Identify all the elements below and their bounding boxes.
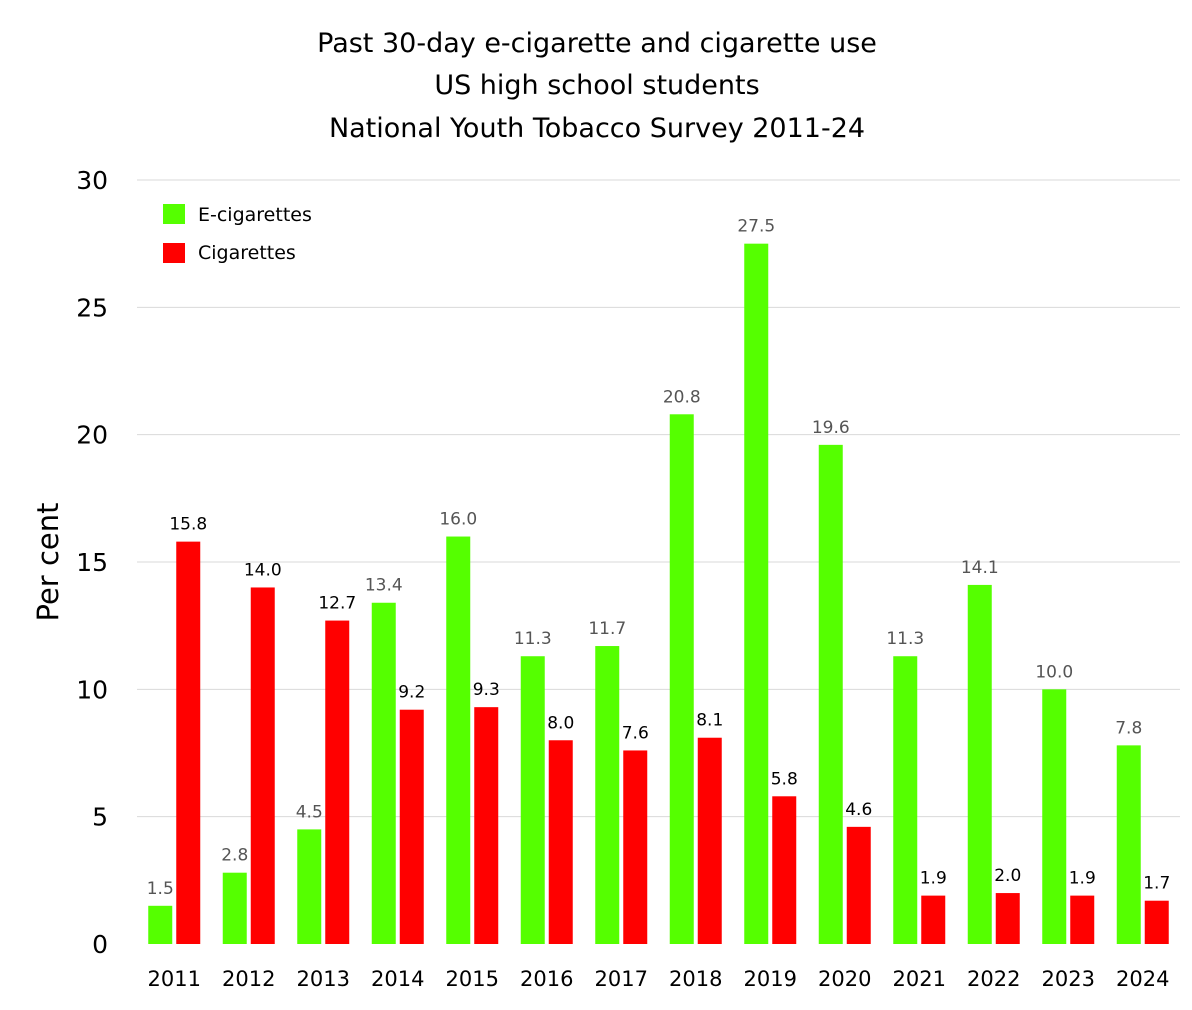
data-label-cigarettes-2013: 12.7 [318, 594, 356, 614]
data-label-e-cigarettes-2013: 4.5 [296, 802, 323, 822]
x-tick-label-2016: 2016 [520, 967, 573, 991]
bar-e-cigarettes-2013 [297, 829, 322, 944]
bar-e-cigarettes-2015 [446, 536, 471, 944]
data-label-e-cigarettes-2017: 11.7 [588, 619, 626, 639]
bar-cigarettes-2013 [325, 620, 350, 944]
bar-cigarettes-2018 [697, 737, 722, 944]
bar-cigarettes-2011 [176, 541, 201, 944]
bar-cigarettes-2024 [1144, 900, 1169, 944]
data-label-cigarettes-2016: 8.0 [547, 713, 574, 733]
data-label-cigarettes-2011: 15.8 [169, 515, 207, 535]
x-tick-label-2024: 2024 [1116, 967, 1169, 991]
data-label-cigarettes-2024: 1.7 [1143, 874, 1170, 894]
bar-cigarettes-2021 [921, 895, 946, 944]
data-label-e-cigarettes-2020: 19.6 [812, 418, 850, 438]
x-tick-label-2011: 2011 [148, 967, 201, 991]
x-tick-label-2018: 2018 [669, 967, 722, 991]
chart-title-line-3: National Youth Tobacco Survey 2011-24 [329, 113, 865, 144]
x-tick-label-2017: 2017 [595, 967, 648, 991]
data-label-e-cigarettes-2012: 2.8 [221, 846, 248, 866]
data-label-cigarettes-2017: 7.6 [622, 723, 649, 743]
bar-cigarettes-2015 [474, 707, 499, 944]
legend-label-e-cigarettes: E-cigarettes [198, 204, 312, 226]
y-tick-label-0: 0 [92, 930, 108, 959]
bars [148, 243, 1169, 944]
bar-e-cigarettes-2020 [818, 444, 843, 944]
data-label-e-cigarettes-2011: 1.5 [147, 879, 174, 899]
data-label-e-cigarettes-2019: 27.5 [737, 217, 775, 237]
data-label-e-cigarettes-2014: 13.4 [365, 576, 403, 596]
x-tick-label-2023: 2023 [1042, 967, 1095, 991]
y-tick-label-5: 5 [92, 803, 108, 832]
bar-cigarettes-2016 [548, 740, 573, 944]
data-label-cigarettes-2012: 14.0 [244, 560, 282, 580]
data-label-e-cigarettes-2023: 10.0 [1035, 662, 1073, 682]
data-label-cigarettes-2014: 9.2 [398, 683, 425, 703]
data-label-cigarettes-2023: 1.9 [1069, 869, 1096, 889]
bar-e-cigarettes-2021 [893, 656, 918, 944]
y-axis-label: Per cent [31, 503, 65, 622]
bar-cigarettes-2022 [995, 893, 1020, 944]
legend-swatch-e-cigarettes [163, 204, 185, 224]
y-tick-label-15: 15 [76, 548, 108, 577]
chart-title-line-2: US high school students [434, 70, 759, 101]
data-labels: 1.5 15.8 2.8 14.0 4.5 12.7 13.4 9.2 16.0 9.3 11.3 8… [147, 217, 1171, 899]
y-tick-label-10: 10 [76, 675, 108, 704]
data-label-e-cigarettes-2022: 14.1 [961, 558, 999, 578]
gridlines [137, 179, 1180, 818]
data-label-cigarettes-2020: 4.6 [845, 800, 872, 820]
chart-title: Past 30-day e-cigarette and cigarette us… [317, 28, 877, 144]
legend-swatch-cigarettes [163, 243, 185, 263]
y-tick-label-20: 20 [76, 421, 108, 450]
y-tick-label-25: 25 [76, 293, 108, 322]
x-tick-label-2013: 2013 [297, 967, 350, 991]
bar-e-cigarettes-2022 [967, 584, 992, 944]
data-label-e-cigarettes-2016: 11.3 [514, 629, 552, 649]
bar-cigarettes-2019 [772, 796, 797, 944]
bar-e-cigarettes-2012 [222, 872, 247, 944]
x-tick-label-2012: 2012 [222, 967, 275, 991]
bar-e-cigarettes-2011 [148, 905, 173, 944]
bar-cigarettes-2020 [846, 826, 871, 944]
legend-item-e-cigarettes: E-cigarettes [163, 204, 312, 226]
legend-item-cigarettes: Cigarettes [163, 242, 296, 264]
x-tick-label-2014: 2014 [371, 967, 424, 991]
bar-e-cigarettes-2016 [520, 656, 545, 944]
data-label-e-cigarettes-2021: 11.3 [886, 629, 924, 649]
y-axis-ticks: 0 5 10 15 20 25 30 [76, 166, 108, 959]
bar-e-cigarettes-2014 [371, 602, 396, 944]
bar-e-cigarettes-2017 [595, 646, 620, 944]
bar-cigarettes-2023 [1070, 895, 1095, 944]
x-tick-label-2015: 2015 [446, 967, 499, 991]
data-label-e-cigarettes-2018: 20.8 [663, 387, 701, 407]
x-axis-ticks: 2011 2012 2013 2014 2015 2016 2017 2018 2019 2020… [148, 967, 1170, 991]
x-tick-label-2019: 2019 [744, 967, 797, 991]
x-tick-label-2022: 2022 [967, 967, 1020, 991]
bar-e-cigarettes-2018 [669, 414, 694, 944]
legend: E-cigarettes Cigarettes [163, 204, 312, 264]
data-label-cigarettes-2022: 2.0 [994, 866, 1021, 886]
data-label-cigarettes-2019: 5.8 [771, 769, 798, 789]
data-label-cigarettes-2015: 9.3 [473, 680, 500, 700]
y-tick-label-30: 30 [76, 166, 108, 195]
x-tick-label-2021: 2021 [893, 967, 946, 991]
bar-cigarettes-2014 [399, 709, 424, 944]
data-label-cigarettes-2018: 8.1 [696, 711, 723, 731]
data-label-e-cigarettes-2024: 7.8 [1115, 718, 1142, 738]
bar-e-cigarettes-2019 [744, 243, 769, 944]
x-tick-label-2020: 2020 [818, 967, 871, 991]
bar-e-cigarettes-2023 [1042, 689, 1067, 944]
bar-cigarettes-2012 [250, 587, 275, 944]
legend-label-cigarettes: Cigarettes [198, 242, 296, 264]
data-label-cigarettes-2021: 1.9 [920, 869, 947, 889]
bar-e-cigarettes-2024 [1116, 745, 1141, 944]
chart-title-line-1: Past 30-day e-cigarette and cigarette us… [317, 28, 877, 59]
bar-cigarettes-2017 [623, 750, 648, 944]
data-label-e-cigarettes-2015: 16.0 [439, 510, 477, 530]
